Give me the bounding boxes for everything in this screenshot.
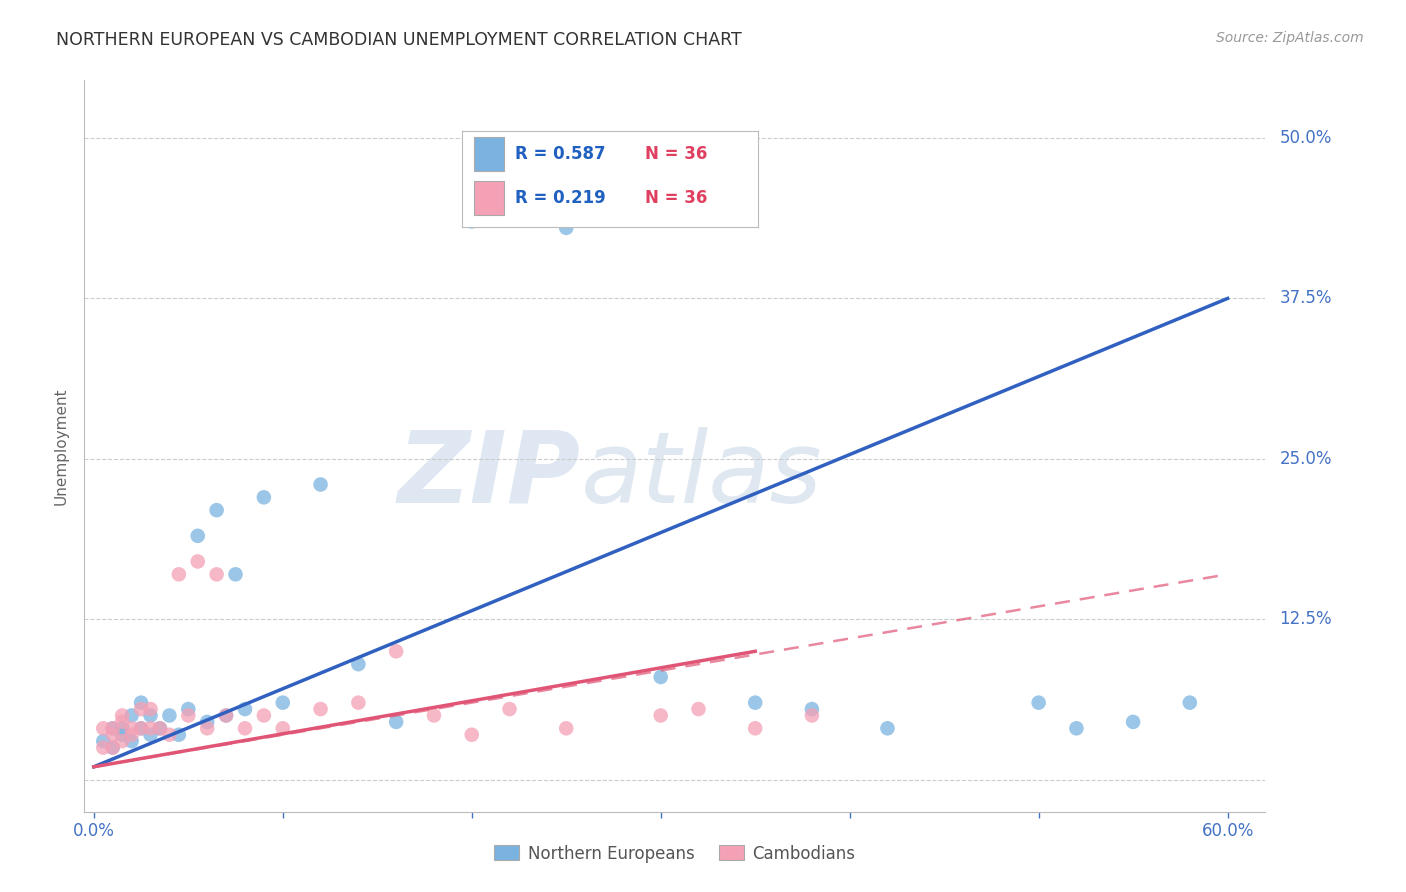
Point: [157, 708, 180, 723]
Point: [111, 708, 134, 723]
Point: [233, 702, 256, 716]
Point: [800, 708, 823, 723]
Point: [385, 714, 408, 729]
Point: [876, 721, 898, 735]
Point: [149, 721, 172, 735]
Point: [461, 728, 484, 742]
Point: [225, 567, 247, 582]
Point: [650, 708, 672, 723]
Y-axis label: Unemployment: Unemployment: [53, 387, 69, 505]
Point: [271, 696, 294, 710]
Point: [101, 740, 124, 755]
Point: [555, 220, 578, 235]
Point: [233, 721, 256, 735]
Point: [129, 721, 152, 735]
Text: NORTHERN EUROPEAN VS CAMBODIAN UNEMPLOYMENT CORRELATION CHART: NORTHERN EUROPEAN VS CAMBODIAN UNEMPLOYM…: [56, 31, 742, 49]
Point: [101, 721, 124, 735]
Point: [744, 721, 766, 735]
Text: N = 36: N = 36: [645, 145, 707, 163]
Point: [800, 702, 823, 716]
Text: 37.5%: 37.5%: [1279, 289, 1331, 308]
Point: [121, 708, 143, 723]
Point: [1028, 696, 1050, 710]
Bar: [474, 181, 503, 215]
Point: [1178, 696, 1201, 710]
Point: [129, 702, 152, 716]
Point: [461, 214, 484, 228]
Point: [423, 708, 446, 723]
Point: [121, 728, 143, 742]
Text: 25.0%: 25.0%: [1279, 450, 1331, 467]
Point: [347, 657, 370, 672]
Point: [91, 734, 114, 748]
Point: [385, 644, 408, 658]
Point: [111, 714, 134, 729]
Point: [177, 708, 200, 723]
Text: atlas: atlas: [581, 426, 823, 524]
Point: [129, 721, 152, 735]
Point: [195, 721, 218, 735]
Text: R = 0.587: R = 0.587: [516, 145, 606, 163]
Point: [91, 721, 114, 735]
Point: [309, 477, 332, 491]
Point: [139, 721, 162, 735]
Text: 12.5%: 12.5%: [1279, 610, 1331, 628]
Point: [101, 721, 124, 735]
Legend: Northern Europeans, Cambodians: Northern Europeans, Cambodians: [488, 838, 862, 869]
Point: [91, 740, 114, 755]
Text: N = 36: N = 36: [645, 189, 707, 207]
Text: ZIP: ZIP: [398, 426, 581, 524]
Point: [555, 721, 578, 735]
Point: [139, 702, 162, 716]
Point: [309, 702, 332, 716]
Point: [1122, 714, 1144, 729]
Point: [688, 702, 710, 716]
Point: [139, 708, 162, 723]
Point: [167, 567, 190, 582]
Point: [205, 503, 228, 517]
Point: [177, 702, 200, 716]
Point: [498, 702, 520, 716]
Point: [187, 529, 209, 543]
Point: [187, 554, 209, 568]
Point: [347, 696, 370, 710]
Point: [129, 696, 152, 710]
Point: [111, 734, 134, 748]
Point: [121, 734, 143, 748]
Point: [167, 728, 190, 742]
Point: [744, 696, 766, 710]
Text: 50.0%: 50.0%: [1279, 129, 1331, 147]
Point: [101, 728, 124, 742]
Point: [111, 728, 134, 742]
Point: [205, 567, 228, 582]
Point: [215, 708, 238, 723]
Point: [253, 708, 276, 723]
Point: [1066, 721, 1088, 735]
Point: [149, 721, 172, 735]
Text: Source: ZipAtlas.com: Source: ZipAtlas.com: [1216, 31, 1364, 45]
Point: [139, 728, 162, 742]
Point: [111, 721, 134, 735]
Point: [195, 714, 218, 729]
Point: [101, 740, 124, 755]
Point: [271, 721, 294, 735]
Point: [157, 728, 180, 742]
Point: [650, 670, 672, 684]
Bar: [474, 137, 503, 171]
Text: R = 0.219: R = 0.219: [516, 189, 606, 207]
Point: [215, 708, 238, 723]
Point: [253, 491, 276, 505]
Point: [121, 721, 143, 735]
